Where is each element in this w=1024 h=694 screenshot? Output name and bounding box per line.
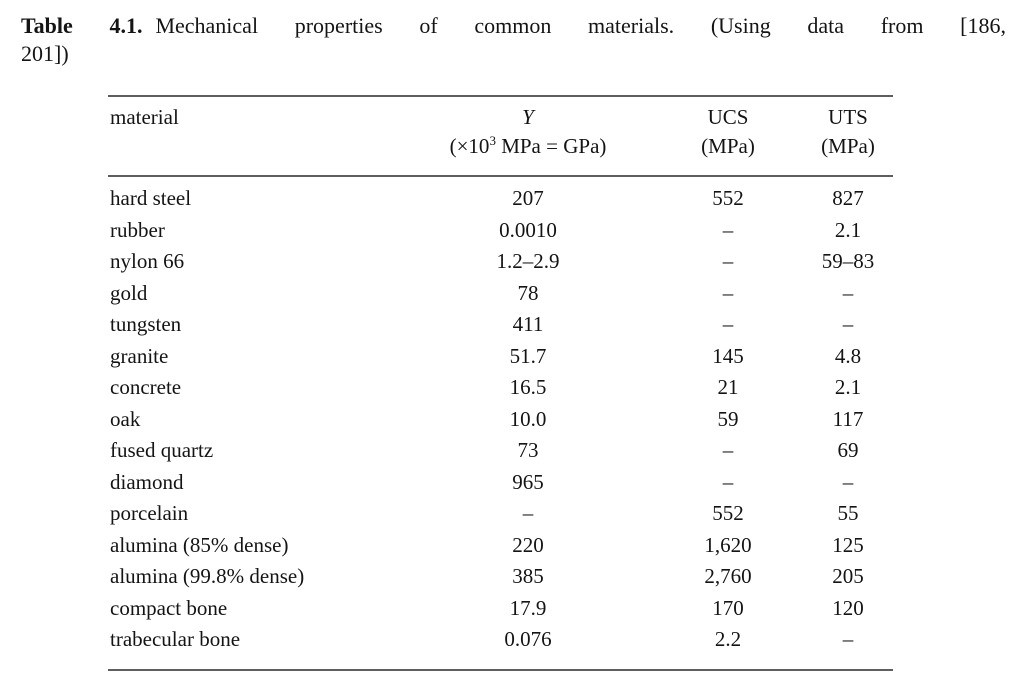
y-unit-exponent: 3 (489, 133, 496, 148)
cell-y: 411 (512, 312, 544, 336)
cell-y: 16.5 (509, 375, 547, 399)
cell-material: diamond (110, 469, 184, 494)
table-row: hard steel 207 552 827 (108, 176, 893, 215)
cell-material: porcelain (110, 501, 189, 525)
cell-uts: 827 (832, 186, 864, 210)
col-header-y-unit: (×103 MPa = GPa) (403, 131, 653, 176)
cell-material: tungsten (110, 312, 182, 336)
cell-uts: 2.1 (834, 217, 862, 242)
cell-ucs: 552 (712, 501, 744, 525)
cell-ucs: 552 (712, 186, 744, 210)
cell-uts: 125 (832, 532, 864, 557)
cell-ucs: – (722, 438, 734, 462)
cell-uts: 59–83 (821, 249, 875, 273)
table-header: material Y UCS UTS (×103 MPa = GPa) (MPa… (108, 96, 893, 176)
table-row: tungsten 411 – – (108, 309, 893, 341)
col-header-ucs-unit: (MPa) (701, 134, 755, 158)
y-unit-post: MPa = GPa) (495, 134, 607, 158)
cell-material: compact bone (110, 595, 228, 620)
table-row: compact bone 17.9 170 120 (108, 593, 893, 625)
table-row: alumina (99.8% dense) 385 2,760 205 (108, 561, 893, 593)
cell-y: 78 (517, 280, 539, 305)
cell-y: 10.0 (509, 406, 547, 431)
cell-uts: 205 (832, 564, 864, 588)
table-row: porcelain – 552 55 (108, 498, 893, 530)
cell-ucs: 145 (712, 343, 744, 368)
cell-uts: 4.8 (834, 343, 862, 368)
cell-y: 0.0010 (499, 217, 557, 242)
cell-uts: – (842, 280, 854, 305)
header-row-units: (×103 MPa = GPa) (MPa) (MPa) (108, 131, 893, 176)
cell-material: alumina (85% dense) (110, 532, 289, 557)
cell-material: granite (110, 343, 169, 368)
cell-uts: 2.1 (834, 375, 862, 399)
cell-material: alumina (99.8% dense) (110, 564, 305, 588)
cell-material: gold (110, 280, 148, 305)
cell-ucs: 2,760 (704, 564, 752, 588)
table-caption: Table 4.1. Mechanical properties of commo… (21, 12, 1006, 68)
table-row: gold 78 – – (108, 278, 893, 310)
cell-uts: – (842, 469, 854, 494)
cell-y: 1.2–2.9 (496, 249, 560, 273)
cell-uts: 55 (837, 501, 859, 525)
cell-ucs: 59 (717, 406, 739, 431)
table-row: granite 51.7 145 4.8 (108, 341, 893, 373)
caption-text: Mechanical properties of common material… (155, 13, 1006, 38)
cell-uts: – (842, 312, 854, 336)
table-row: fused quartz 73 – 69 (108, 435, 893, 467)
cell-y: 207 (512, 186, 544, 210)
cell-ucs: 21 (717, 375, 739, 399)
cell-uts: – (842, 627, 854, 651)
col-header-material: material (110, 105, 179, 129)
cell-uts: 120 (832, 595, 864, 620)
cell-y: 965 (512, 469, 544, 494)
cell-material: concrete (110, 375, 182, 399)
cell-material: oak (110, 406, 141, 431)
table-row: diamond 965 – – (108, 467, 893, 499)
col-header-material-unit (108, 131, 403, 176)
cell-y: 220 (512, 532, 544, 557)
y-unit-pre: (×10 (449, 134, 490, 158)
col-header-y: Y (522, 105, 534, 129)
cell-y: 0.076 (504, 627, 552, 651)
materials-table: material Y UCS UTS (×103 MPa = GPa) (MPa… (108, 95, 893, 671)
cell-ucs: – (722, 280, 734, 305)
table-row: trabecular bone 0.076 2.2 – (108, 624, 893, 670)
cell-material: trabecular bone (110, 627, 241, 651)
cell-material: fused quartz (110, 438, 214, 462)
cell-uts: 117 (832, 406, 864, 431)
cell-ucs: 170 (712, 595, 744, 620)
cell-ucs: – (722, 312, 734, 336)
cell-y: 73 (517, 438, 539, 462)
cell-ucs: – (722, 217, 734, 242)
cell-ucs: 2.2 (714, 627, 742, 651)
caption-line-1: Table 4.1. Mechanical properties of commo… (21, 12, 1006, 40)
table-row: concrete 16.5 21 2.1 (108, 372, 893, 404)
header-row-symbols: material Y UCS UTS (108, 96, 893, 131)
table-row: oak 10.0 59 117 (108, 404, 893, 436)
table-body: hard steel 207 552 827 rubber 0.0010 – 2.1 nylon… (108, 176, 893, 670)
cell-material: nylon 66 (110, 249, 185, 273)
cell-y: 17.9 (509, 595, 547, 620)
table-row: alumina (85% dense) 220 1,620 125 (108, 530, 893, 562)
cell-ucs: – (722, 249, 734, 273)
col-header-uts-unit: (MPa) (821, 134, 875, 158)
table-row: nylon 66 1.2–2.9 – 59–83 (108, 246, 893, 278)
cell-y: – (522, 501, 534, 525)
cell-y: 385 (512, 564, 544, 588)
cell-ucs: – (722, 469, 734, 494)
table-row: rubber 0.0010 – 2.1 (108, 215, 893, 247)
cell-material: rubber (110, 217, 165, 242)
caption-label: Table 4.1. (21, 13, 143, 38)
cell-y: 51.7 (509, 343, 547, 368)
cell-material: hard steel (110, 186, 192, 210)
cell-uts: 69 (837, 438, 859, 462)
col-header-ucs: UCS (707, 105, 749, 129)
cell-ucs: 1,620 (704, 532, 752, 557)
col-header-uts: UTS (828, 105, 868, 129)
caption-line-2: 201]) (21, 41, 69, 66)
